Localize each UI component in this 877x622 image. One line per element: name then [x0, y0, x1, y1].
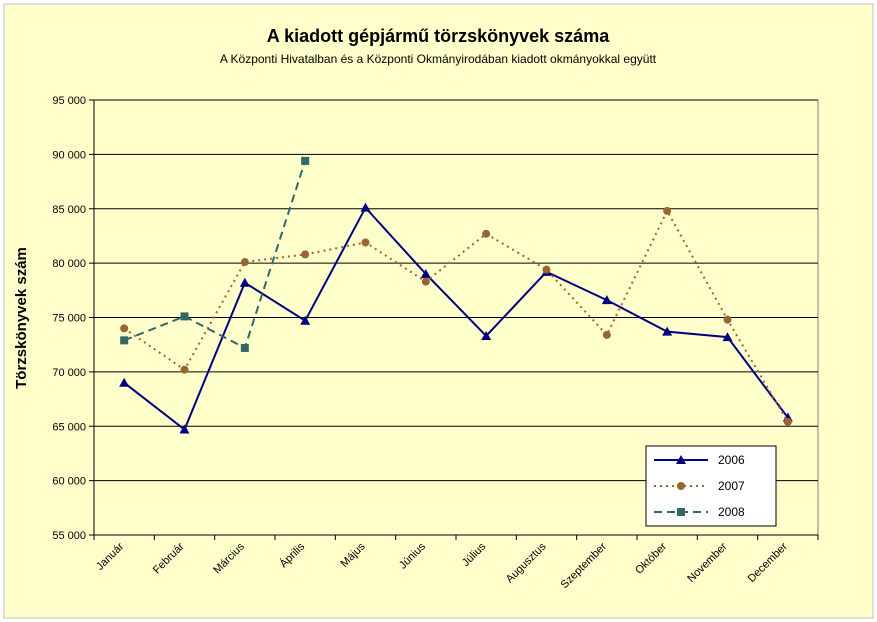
circle-marker — [602, 330, 611, 339]
circle-marker — [301, 250, 310, 259]
series-line-2006 — [123, 205, 789, 432]
legend-label-2006: 2006 — [718, 453, 745, 467]
series-line-2007 — [123, 208, 789, 423]
circle-marker — [482, 229, 491, 238]
legend-box — [645, 445, 777, 527]
triangle-marker — [420, 269, 431, 278]
y-tick-label: 70 000 — [52, 367, 86, 379]
circle-marker — [663, 206, 672, 215]
y-tick-label: 80 000 — [52, 258, 86, 270]
chart-subtitle: A Központi Hivatalban és a Központi Okmá… — [220, 52, 657, 66]
y-axis-label: Törzskönyvek szám — [13, 247, 30, 389]
triangle-marker — [179, 424, 190, 434]
y-tick-label: 75 000 — [52, 313, 86, 325]
triangle-marker — [239, 277, 250, 287]
legend-label-2007: 2007 — [718, 479, 745, 493]
triangle-marker — [360, 202, 371, 212]
triangle-marker — [481, 330, 492, 340]
triangle-marker — [662, 326, 673, 336]
plot-area: 55 000 60 000 65 000 70 000 75 000 80 000 85 0… — [52, 95, 819, 591]
y-tick-label: 60 000 — [52, 476, 86, 488]
series-2007 — [120, 206, 792, 426]
triangle-marker — [119, 377, 130, 387]
circle-marker — [180, 365, 189, 374]
series-2006 — [119, 202, 793, 434]
triangle-marker — [300, 315, 311, 325]
triangle-marker — [676, 455, 686, 464]
y-tick-label: 95 000 — [52, 95, 86, 107]
legend-label-2008: 2008 — [718, 505, 745, 519]
legend: 2006 2007 2008 — [645, 445, 777, 527]
circle-marker — [240, 258, 249, 267]
y-tick-label: 65 000 — [52, 421, 86, 433]
y-tick-label: 85 000 — [52, 204, 86, 216]
series-2008 — [120, 156, 310, 352]
triangle-marker — [722, 332, 733, 342]
y-tick-label: 55 000 — [52, 530, 86, 542]
square-marker — [120, 336, 129, 345]
square-marker — [180, 312, 189, 321]
chart-title: A kiadott gépjármű törzskönyvek száma — [267, 26, 610, 46]
square-marker — [240, 343, 249, 352]
circle-marker — [677, 482, 685, 490]
circle-marker — [361, 238, 370, 247]
circle-marker — [723, 315, 732, 324]
square-marker — [677, 508, 685, 516]
circle-marker — [120, 324, 129, 333]
square-marker — [301, 156, 310, 165]
series-line-2008 — [123, 160, 307, 350]
triangle-marker — [601, 295, 612, 305]
circle-marker — [421, 277, 430, 286]
circle-marker — [542, 265, 551, 274]
y-tick-label: 90 000 — [52, 149, 86, 161]
circle-marker — [783, 417, 792, 426]
